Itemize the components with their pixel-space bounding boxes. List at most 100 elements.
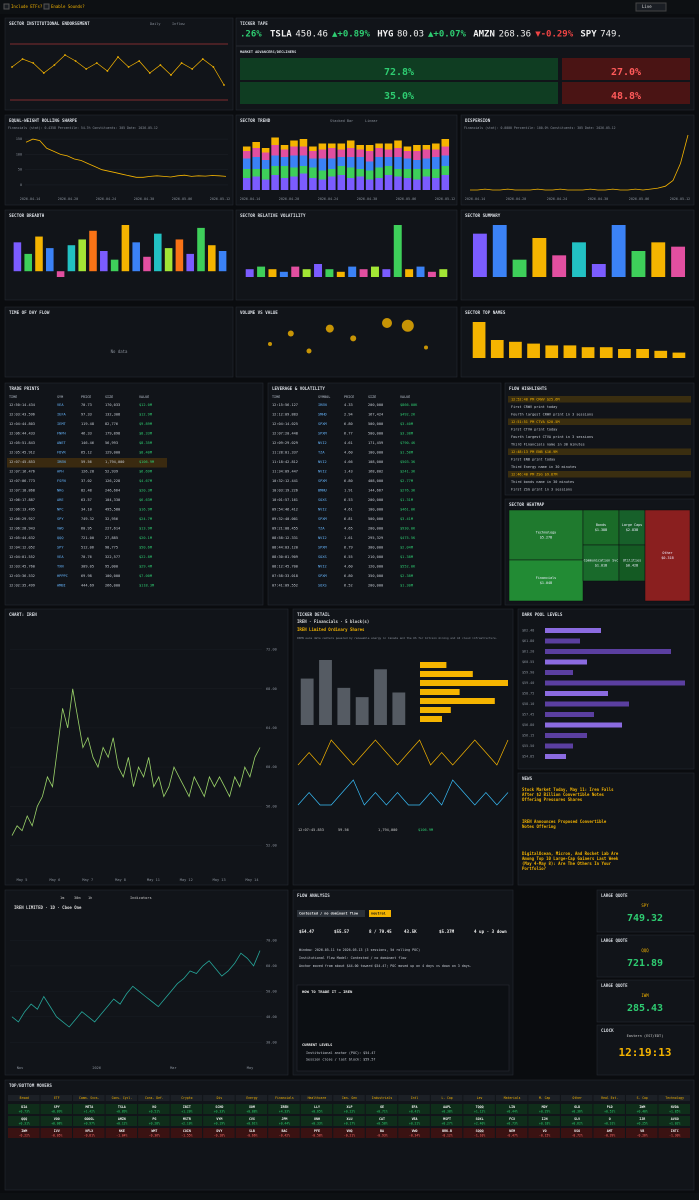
cell: 210,000 xyxy=(368,555,383,559)
cell: SPXM xyxy=(318,546,327,550)
label[interactable]: Indicators xyxy=(130,896,152,900)
label: -0.47% xyxy=(507,1134,518,1138)
header-cell xyxy=(398,1095,430,1101)
panel-title: DARK POOL LEVELS xyxy=(522,612,563,617)
label: Contested / no dominant flow xyxy=(299,912,359,916)
cell: FSFN xyxy=(57,479,66,483)
cell: 09:21:08.455 xyxy=(272,527,298,531)
cell: 82,776 xyxy=(105,422,118,426)
label: +0.36% xyxy=(572,1110,583,1114)
header-cell xyxy=(73,1095,105,1101)
bar-segment xyxy=(299,139,308,147)
panel-title: SECTOR TOP NAMES xyxy=(465,310,506,315)
bar-segment xyxy=(422,169,431,177)
checkbox[interactable] xyxy=(3,3,10,10)
label: +0.88% xyxy=(246,1110,257,1114)
label: $2.83B xyxy=(626,528,638,532)
bar xyxy=(527,343,540,358)
point xyxy=(32,62,35,64)
label: TQQQ xyxy=(476,1105,484,1109)
label: IREN xyxy=(280,1105,288,1109)
bar xyxy=(35,236,43,272)
cell: 126.28 xyxy=(81,470,94,474)
label[interactable]: 1m xyxy=(60,896,64,900)
news-headline[interactable]: DigitalOcean, Micron, And Rocket Lab Are… xyxy=(522,851,619,871)
bar-segment xyxy=(328,143,336,148)
cell: $7.00M xyxy=(139,574,153,578)
label: VOO xyxy=(54,1117,60,1121)
label: $59.40 xyxy=(522,681,534,685)
cell: TXN xyxy=(57,565,64,569)
label: HYG xyxy=(377,30,393,40)
column-header: SIZE xyxy=(368,395,376,399)
label: META xyxy=(85,1105,93,1109)
bar xyxy=(545,628,601,633)
label: 12:48:13 PM ENB $16.9M xyxy=(511,450,557,454)
label: 268.36 xyxy=(499,30,532,40)
panel xyxy=(517,772,695,886)
label: FCX xyxy=(509,1117,515,1121)
bar-segment xyxy=(318,149,327,159)
label[interactable]: 30m xyxy=(74,896,81,900)
mover-cell xyxy=(430,1116,463,1126)
cell: NVI2 xyxy=(318,536,327,540)
column-header: M. Cap xyxy=(539,1096,550,1100)
cell: 70.73 xyxy=(81,403,92,407)
bar-segment xyxy=(403,169,412,178)
label: AAPL xyxy=(443,1105,451,1109)
point xyxy=(53,64,56,66)
heatmap-tile xyxy=(508,559,584,602)
label[interactable]: 1h xyxy=(88,896,92,900)
cell: 444.69 xyxy=(81,584,94,588)
label: DIA xyxy=(21,1105,27,1109)
bar-segment xyxy=(394,148,402,157)
panel-title: CLOCK xyxy=(601,1028,614,1033)
label: +1.12% xyxy=(474,1110,485,1114)
news-headline[interactable]: IREN Announces Proposed Convertible Notes… xyxy=(522,819,607,829)
panel xyxy=(596,979,695,1023)
label: HOW TO TRADE IT — IREN xyxy=(302,989,353,994)
mode-select[interactable] xyxy=(635,2,667,12)
cell: $503.3K xyxy=(400,460,416,464)
bar-segment xyxy=(280,157,289,166)
cell: TZA xyxy=(318,451,325,455)
label: USO xyxy=(574,1129,580,1133)
checkbox[interactable] xyxy=(43,3,50,10)
label: ▲+0.89% xyxy=(332,30,371,40)
bar-segment xyxy=(384,166,393,175)
mover-cell xyxy=(658,1104,690,1114)
mover-cell xyxy=(333,1116,365,1126)
panel xyxy=(596,934,695,978)
bar-segment xyxy=(299,155,308,166)
bar-segment xyxy=(441,175,450,190)
label: -1.10% xyxy=(474,1134,485,1138)
news-headline[interactable]: Stock Market Today, May 11: Iren Falls Af… xyxy=(522,787,614,802)
column-header: Div xyxy=(217,1096,223,1100)
panel xyxy=(235,209,458,301)
label: BA xyxy=(380,1129,384,1133)
cell: $12.0M xyxy=(139,403,153,407)
bar xyxy=(599,347,613,358)
cell: $552.0K xyxy=(400,565,416,569)
x-tick-label: 2026-04-30 xyxy=(357,197,377,201)
label: IREN Limited Ordinary Shares xyxy=(297,627,365,632)
bar xyxy=(370,266,379,277)
column-header: Healthcare xyxy=(308,1096,327,1100)
label: Communication Svc xyxy=(584,559,619,563)
panel-title: SECTOR HEATMAP xyxy=(509,502,545,507)
point xyxy=(148,72,151,74)
bar xyxy=(420,689,460,695)
mover-cell xyxy=(365,1128,398,1138)
header-cell xyxy=(560,1095,593,1101)
x-tick-label: 2026-05-06 xyxy=(396,197,416,201)
cell: 4.61 xyxy=(344,508,353,512)
cell: NVI2 xyxy=(318,460,327,464)
cell: 126,228 xyxy=(105,479,120,483)
point xyxy=(212,66,215,68)
column-header: Cons. Def. xyxy=(145,1096,164,1100)
point xyxy=(42,72,45,74)
cell: 69.98 xyxy=(81,574,92,578)
bar-segment xyxy=(280,178,289,190)
column-header: SIZE xyxy=(105,395,113,399)
line xyxy=(25,138,227,178)
